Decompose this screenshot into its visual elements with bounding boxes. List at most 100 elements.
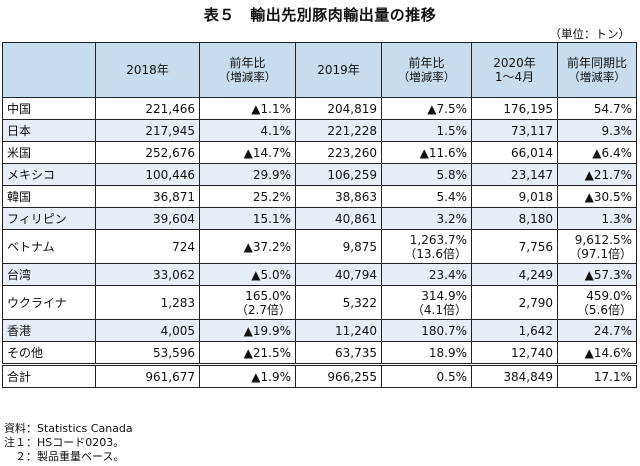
- cell-change-2020: 9,612.5% （97.1倍）: [557, 229, 637, 264]
- cell-change-2020: 24.7%: [557, 319, 637, 342]
- cell-value-2020: 9,018: [471, 185, 558, 208]
- cell-change-2018: 15.1%: [199, 207, 296, 230]
- cell-value-2019: 204,819: [295, 97, 382, 120]
- cell-value-2020: 4,249: [471, 263, 558, 286]
- cell-value-2018: 36,871: [95, 185, 200, 208]
- cell-change-2020: ▲21.7%: [557, 163, 637, 186]
- cell-name: 米国: [2, 141, 96, 164]
- table-row: ベトナム 724 ▲37.2% 9,875 1,263.7% （13.6倍） 7,756 9,…: [2, 229, 637, 264]
- cell-change-2018: ▲1.1%: [199, 97, 296, 120]
- cell-value-2018: 252,676: [95, 141, 200, 164]
- export-table: 2018年 前年比 （増減率） 2019年 前年比 （増減率） 2020年 1～…: [2, 42, 637, 388]
- cell-name: 台湾: [2, 263, 96, 286]
- cell-value-2019: 221,228: [295, 119, 382, 142]
- cell-value-2018: 221,466: [95, 97, 200, 120]
- cell-value-2018: 724: [95, 229, 200, 264]
- cell-value-2018: 1,283: [95, 285, 200, 320]
- table-title: 表５ 輸出先別豚肉輸出量の推移: [203, 6, 437, 24]
- cell-change-2019: 0.5%: [381, 363, 472, 388]
- cell-name: 合計: [2, 363, 96, 388]
- table-row: その他 53,596 ▲21.5% 63,735 18.9% 12,740 ▲14.6%: [2, 341, 637, 365]
- cell-value-2020: 2,790: [471, 285, 558, 320]
- table-row: 韓国 36,871 25.2% 38,863 5.4% 9,018 ▲30.5%: [2, 185, 637, 208]
- cell-value-2018: 33,062: [95, 263, 200, 286]
- cell-change-2019: 1,263.7% （13.6倍）: [381, 229, 472, 264]
- cell-change-2020: 9.3%: [557, 119, 637, 142]
- cell-name: フィリピン: [2, 207, 96, 230]
- cell-change-2018: ▲5.0%: [199, 263, 296, 286]
- cell-value-2018: 39,604: [95, 207, 200, 230]
- table-row: 日本 217,945 4.1% 221,228 1.5% 73,117 9.3%: [2, 119, 637, 142]
- cell-change-2018: 29.9%: [199, 163, 296, 186]
- cell-change-2020: ▲14.6%: [557, 341, 637, 365]
- cell-change-2018: ▲1.9%: [199, 363, 296, 388]
- cell-change-2020: 459.0% （5.6倍）: [557, 285, 637, 320]
- header-2018: 2018年: [95, 42, 200, 98]
- cell-value-2020: 73,117: [471, 119, 558, 142]
- cell-value-2020: 8,180: [471, 207, 558, 230]
- cell-value-2020: 66,014: [471, 141, 558, 164]
- cell-change-2019: 23.4%: [381, 263, 472, 286]
- cell-value-2018: 961,677: [95, 363, 200, 388]
- table-row: 中国 221,466 ▲1.1% 204,819 ▲7.5% 176,195 54.7%: [2, 97, 637, 120]
- cell-value-2019: 63,735: [295, 341, 382, 365]
- cell-value-2019: 223,260: [295, 141, 382, 164]
- note-2: ２：製品重量ベース。: [4, 450, 125, 463]
- note-1: 注１：HSコード0203。: [4, 436, 125, 449]
- cell-change-2019: 3.2%: [381, 207, 472, 230]
- cell-name: 日本: [2, 119, 96, 142]
- cell-change-2019: 180.7%: [381, 319, 472, 342]
- cell-change-2018: ▲14.7%: [199, 141, 296, 164]
- cell-change-2019: ▲11.6%: [381, 141, 472, 164]
- header-2019-change: 前年比 （増減率）: [381, 42, 472, 98]
- header-2020: 2020年 1～4月: [471, 42, 558, 98]
- cell-value-2020: 176,195: [471, 97, 558, 120]
- header-corner: [2, 42, 96, 98]
- header-row: 2018年 前年比 （増減率） 2019年 前年比 （増減率） 2020年 1～…: [2, 42, 637, 98]
- unit-label: （単位：トン）: [549, 27, 631, 41]
- cell-change-2020: 17.1%: [557, 363, 637, 388]
- cell-value-2018: 53,596: [95, 341, 200, 365]
- cell-name: メキシコ: [2, 163, 96, 186]
- header-2019: 2019年: [295, 42, 382, 98]
- header-2018-change: 前年比 （増減率）: [199, 42, 296, 98]
- cell-change-2018: ▲21.5%: [199, 341, 296, 365]
- cell-value-2019: 11,240: [295, 319, 382, 342]
- cell-change-2019: ▲7.5%: [381, 97, 472, 120]
- cell-name: その他: [2, 341, 96, 365]
- cell-name: ウクライナ: [2, 285, 96, 320]
- cell-value-2019: 40,794: [295, 263, 382, 286]
- cell-value-2018: 217,945: [95, 119, 200, 142]
- cell-value-2018: 4,005: [95, 319, 200, 342]
- cell-change-2018: 4.1%: [199, 119, 296, 142]
- cell-change-2018: ▲37.2%: [199, 229, 296, 264]
- note-source: 資料：Statistics Canada: [4, 422, 133, 435]
- cell-value-2020: 384,849: [471, 363, 558, 388]
- notes: 資料：Statistics Canada 注１：HSコード0203。 ２：製品重…: [4, 422, 133, 464]
- cell-name: 香港: [2, 319, 96, 342]
- cell-value-2019: 40,861: [295, 207, 382, 230]
- table-row: 香港 4,005 ▲19.9% 11,240 180.7% 1,642 24.7%: [2, 319, 637, 342]
- table-row: ウクライナ 1,283 165.0% （2.7倍） 5,322 314.9% （4.1倍） 2…: [2, 285, 637, 320]
- table-row: フィリピン 39,604 15.1% 40,861 3.2% 8,180 1.3%: [2, 207, 637, 230]
- cell-value-2019: 38,863: [295, 185, 382, 208]
- cell-change-2020: 54.7%: [557, 97, 637, 120]
- cell-value-2020: 7,756: [471, 229, 558, 264]
- cell-change-2018: ▲19.9%: [199, 319, 296, 342]
- cell-value-2019: 5,322: [295, 285, 382, 320]
- table-row: 合計 961,677 ▲1.9% 966,255 0.5% 384,849 17.1%: [2, 363, 637, 388]
- cell-change-2020: ▲6.4%: [557, 141, 637, 164]
- cell-change-2019: 1.5%: [381, 119, 472, 142]
- table-row: 米国 252,676 ▲14.7% 223,260 ▲11.6% 66,014 ▲6.4%: [2, 141, 637, 164]
- cell-change-2018: 165.0% （2.7倍）: [199, 285, 296, 320]
- cell-value-2020: 1,642: [471, 319, 558, 342]
- cell-value-2019: 106,259: [295, 163, 382, 186]
- cell-name: 中国: [2, 97, 96, 120]
- cell-change-2020: ▲30.5%: [557, 185, 637, 208]
- cell-change-2019: 314.9% （4.1倍）: [381, 285, 472, 320]
- cell-value-2019: 9,875: [295, 229, 382, 264]
- cell-value-2020: 23,147: [471, 163, 558, 186]
- cell-value-2018: 100,446: [95, 163, 200, 186]
- cell-value-2019: 966,255: [295, 363, 382, 388]
